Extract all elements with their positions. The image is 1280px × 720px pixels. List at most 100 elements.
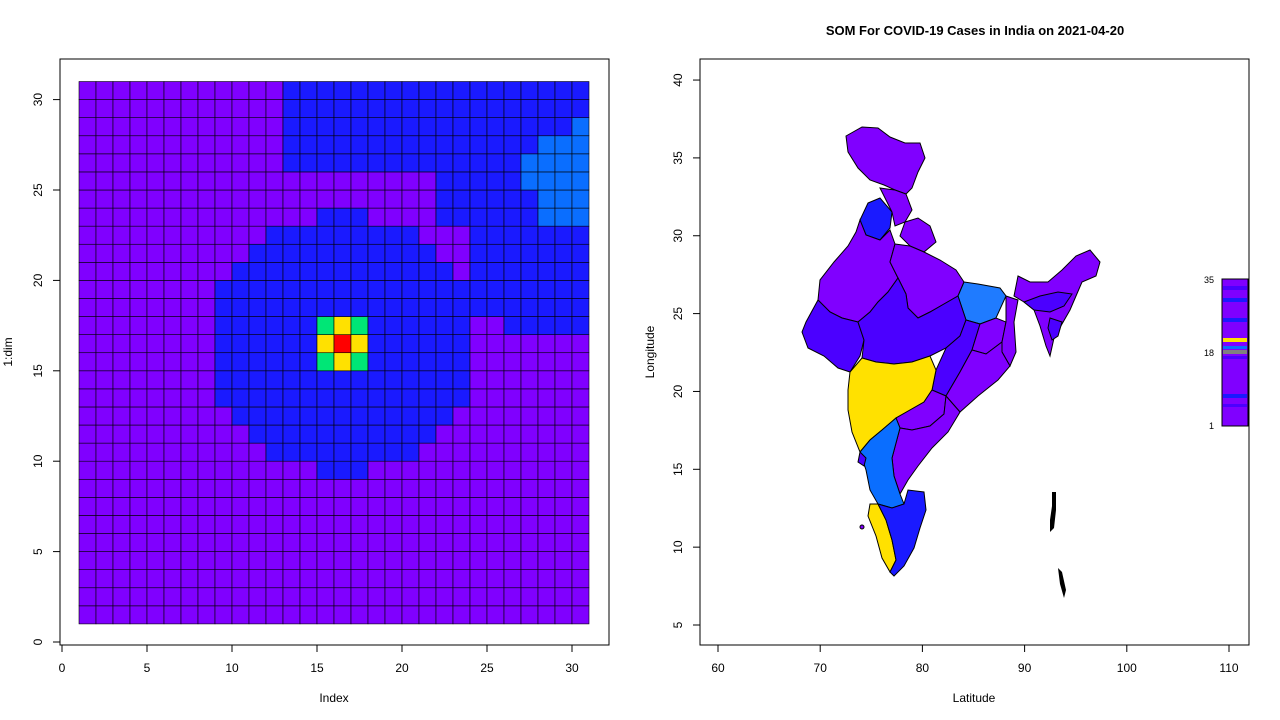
som-cell	[197, 460, 216, 480]
som-cell	[435, 460, 454, 480]
som-cell	[316, 171, 335, 191]
som-cell	[180, 99, 199, 118]
som-cell	[197, 225, 216, 245]
som-cell	[95, 81, 114, 100]
som-cell	[299, 352, 318, 372]
som-cell	[197, 424, 216, 444]
som-cell	[299, 298, 318, 317]
som-cell	[146, 533, 165, 552]
som-cell	[129, 189, 148, 209]
som-cell	[503, 135, 522, 155]
som-cell	[95, 352, 114, 372]
som-cell	[350, 262, 369, 281]
som-cell	[571, 460, 590, 480]
som-cell	[452, 551, 471, 570]
som-cell	[384, 442, 403, 462]
som-cell	[231, 135, 250, 155]
som-cell	[333, 388, 352, 408]
som-cell	[112, 298, 131, 317]
som-cell	[248, 262, 267, 281]
som-cell	[384, 497, 403, 516]
som-cell	[299, 533, 318, 552]
som-cell	[299, 280, 318, 299]
som-cell	[214, 243, 233, 263]
som-cell	[520, 388, 539, 408]
som-cell	[435, 117, 454, 137]
som-cell	[112, 117, 131, 137]
som-cell	[486, 225, 505, 245]
som-cell	[129, 81, 148, 100]
som-cell	[384, 406, 403, 426]
som-cell	[571, 99, 590, 118]
som-cell	[231, 533, 250, 552]
som-cell	[78, 243, 97, 263]
som-cell	[316, 243, 335, 263]
som-cell	[537, 153, 556, 173]
som-cell	[384, 334, 403, 354]
som-cell	[78, 334, 97, 354]
som-cell	[146, 478, 165, 498]
som-cell	[367, 243, 386, 263]
som-cell	[316, 424, 335, 444]
som-cell	[78, 262, 97, 281]
som-cell	[520, 171, 539, 191]
som-cell	[282, 135, 301, 155]
som-cell	[248, 316, 267, 335]
som-cell	[367, 442, 386, 462]
left-y-axis: 0 5 10 15 20 25 30	[31, 93, 61, 645]
right-y-tick-label: 25	[671, 307, 685, 321]
som-cell	[486, 442, 505, 462]
som-cell	[265, 442, 284, 462]
som-cell	[367, 478, 386, 498]
som-cell	[418, 478, 437, 498]
som-cell	[95, 406, 114, 426]
som-cell	[282, 605, 301, 625]
som-cell	[112, 99, 131, 118]
som-cell	[265, 406, 284, 426]
som-cell	[435, 370, 454, 390]
som-cell	[231, 424, 250, 444]
som-cell	[452, 478, 471, 498]
som-cell	[350, 605, 369, 625]
som-cell	[503, 406, 522, 426]
som-cell	[401, 135, 420, 155]
som-cell	[350, 81, 369, 100]
som-cell	[486, 117, 505, 137]
som-cell	[333, 497, 352, 516]
som-cell	[214, 551, 233, 570]
som-cell	[520, 460, 539, 480]
som-cell	[401, 497, 420, 516]
som-cell	[95, 334, 114, 354]
som-cell	[554, 99, 573, 118]
som-cell	[486, 243, 505, 263]
andaman-islands	[1050, 492, 1066, 598]
som-cell	[316, 406, 335, 426]
som-cell	[299, 334, 318, 354]
state-himachal	[879, 187, 913, 227]
som-cell	[571, 207, 590, 227]
som-cell	[418, 424, 437, 444]
som-cell	[486, 334, 505, 354]
som-cell	[231, 352, 250, 372]
som-cell	[248, 225, 267, 245]
som-cell	[265, 370, 284, 390]
som-cell	[214, 225, 233, 245]
som-cell	[452, 280, 471, 299]
som-cell	[435, 388, 454, 408]
som-cell	[146, 569, 165, 589]
som-cell	[231, 207, 250, 227]
som-cell	[146, 352, 165, 372]
som-cell	[112, 280, 131, 299]
som-cell	[129, 370, 148, 390]
som-cell	[384, 225, 403, 245]
som-cell	[112, 551, 131, 570]
som-cell	[350, 243, 369, 263]
som-cell	[231, 99, 250, 118]
som-cell	[503, 153, 522, 173]
som-cell	[248, 171, 267, 191]
som-cell	[214, 533, 233, 552]
som-cell	[554, 298, 573, 317]
som-cell	[350, 460, 369, 480]
som-cell	[384, 135, 403, 155]
som-cell	[265, 424, 284, 444]
